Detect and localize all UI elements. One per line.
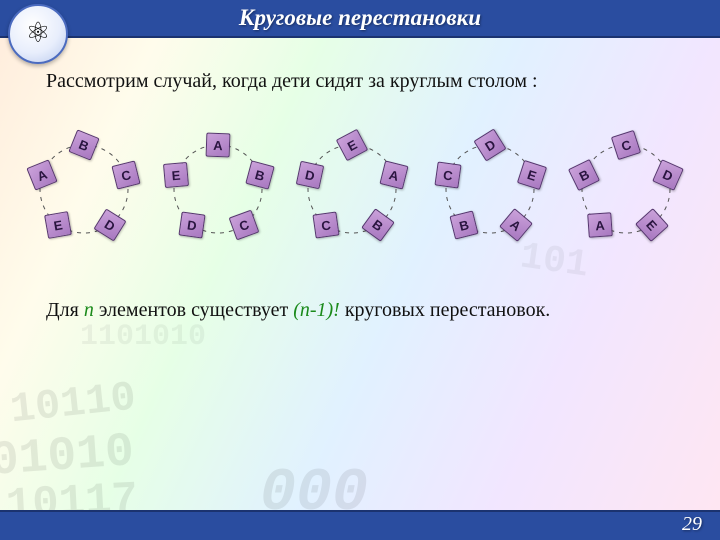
footer-bar: 29 (0, 510, 720, 540)
seat-label: D (179, 211, 206, 238)
page-number: 29 (682, 513, 702, 536)
permutation-circle: ABCDE (152, 123, 284, 255)
seat-label: A (206, 133, 231, 158)
seat-label: E (163, 162, 189, 188)
var-n: n (84, 299, 94, 321)
permutations-diagram: BCDEAABCDEEABCDDEABCCDEAB (0, 113, 720, 273)
seat-label: C (313, 211, 340, 238)
conclusion-part3: круговых перестановок. (340, 299, 550, 321)
seat-label: C (435, 162, 462, 189)
conclusion-text: Для n элементов существует (n-1)! кругов… (46, 299, 674, 322)
header-bar: ⚛ Круговые перестановки (0, 0, 720, 38)
permutation-circle: BCDEA (18, 123, 150, 255)
page-title: Круговые перестановки (239, 5, 481, 31)
atom-icon: ⚛ (25, 20, 50, 48)
permutation-circle: EABCD (286, 123, 418, 255)
permutation-circle: DEABC (424, 123, 556, 255)
seat-label: E (44, 211, 72, 239)
logo-badge: ⚛ (8, 4, 68, 64)
permutation-circle: CDEAB (560, 123, 692, 255)
intro-text: Рассмотрим случай, когда дети сидят за к… (46, 70, 674, 93)
formula: (n-1)! (293, 299, 340, 321)
conclusion-part2: элементов существует (94, 299, 293, 321)
conclusion-part1: Для (46, 299, 84, 321)
seat-label: A (587, 212, 613, 238)
